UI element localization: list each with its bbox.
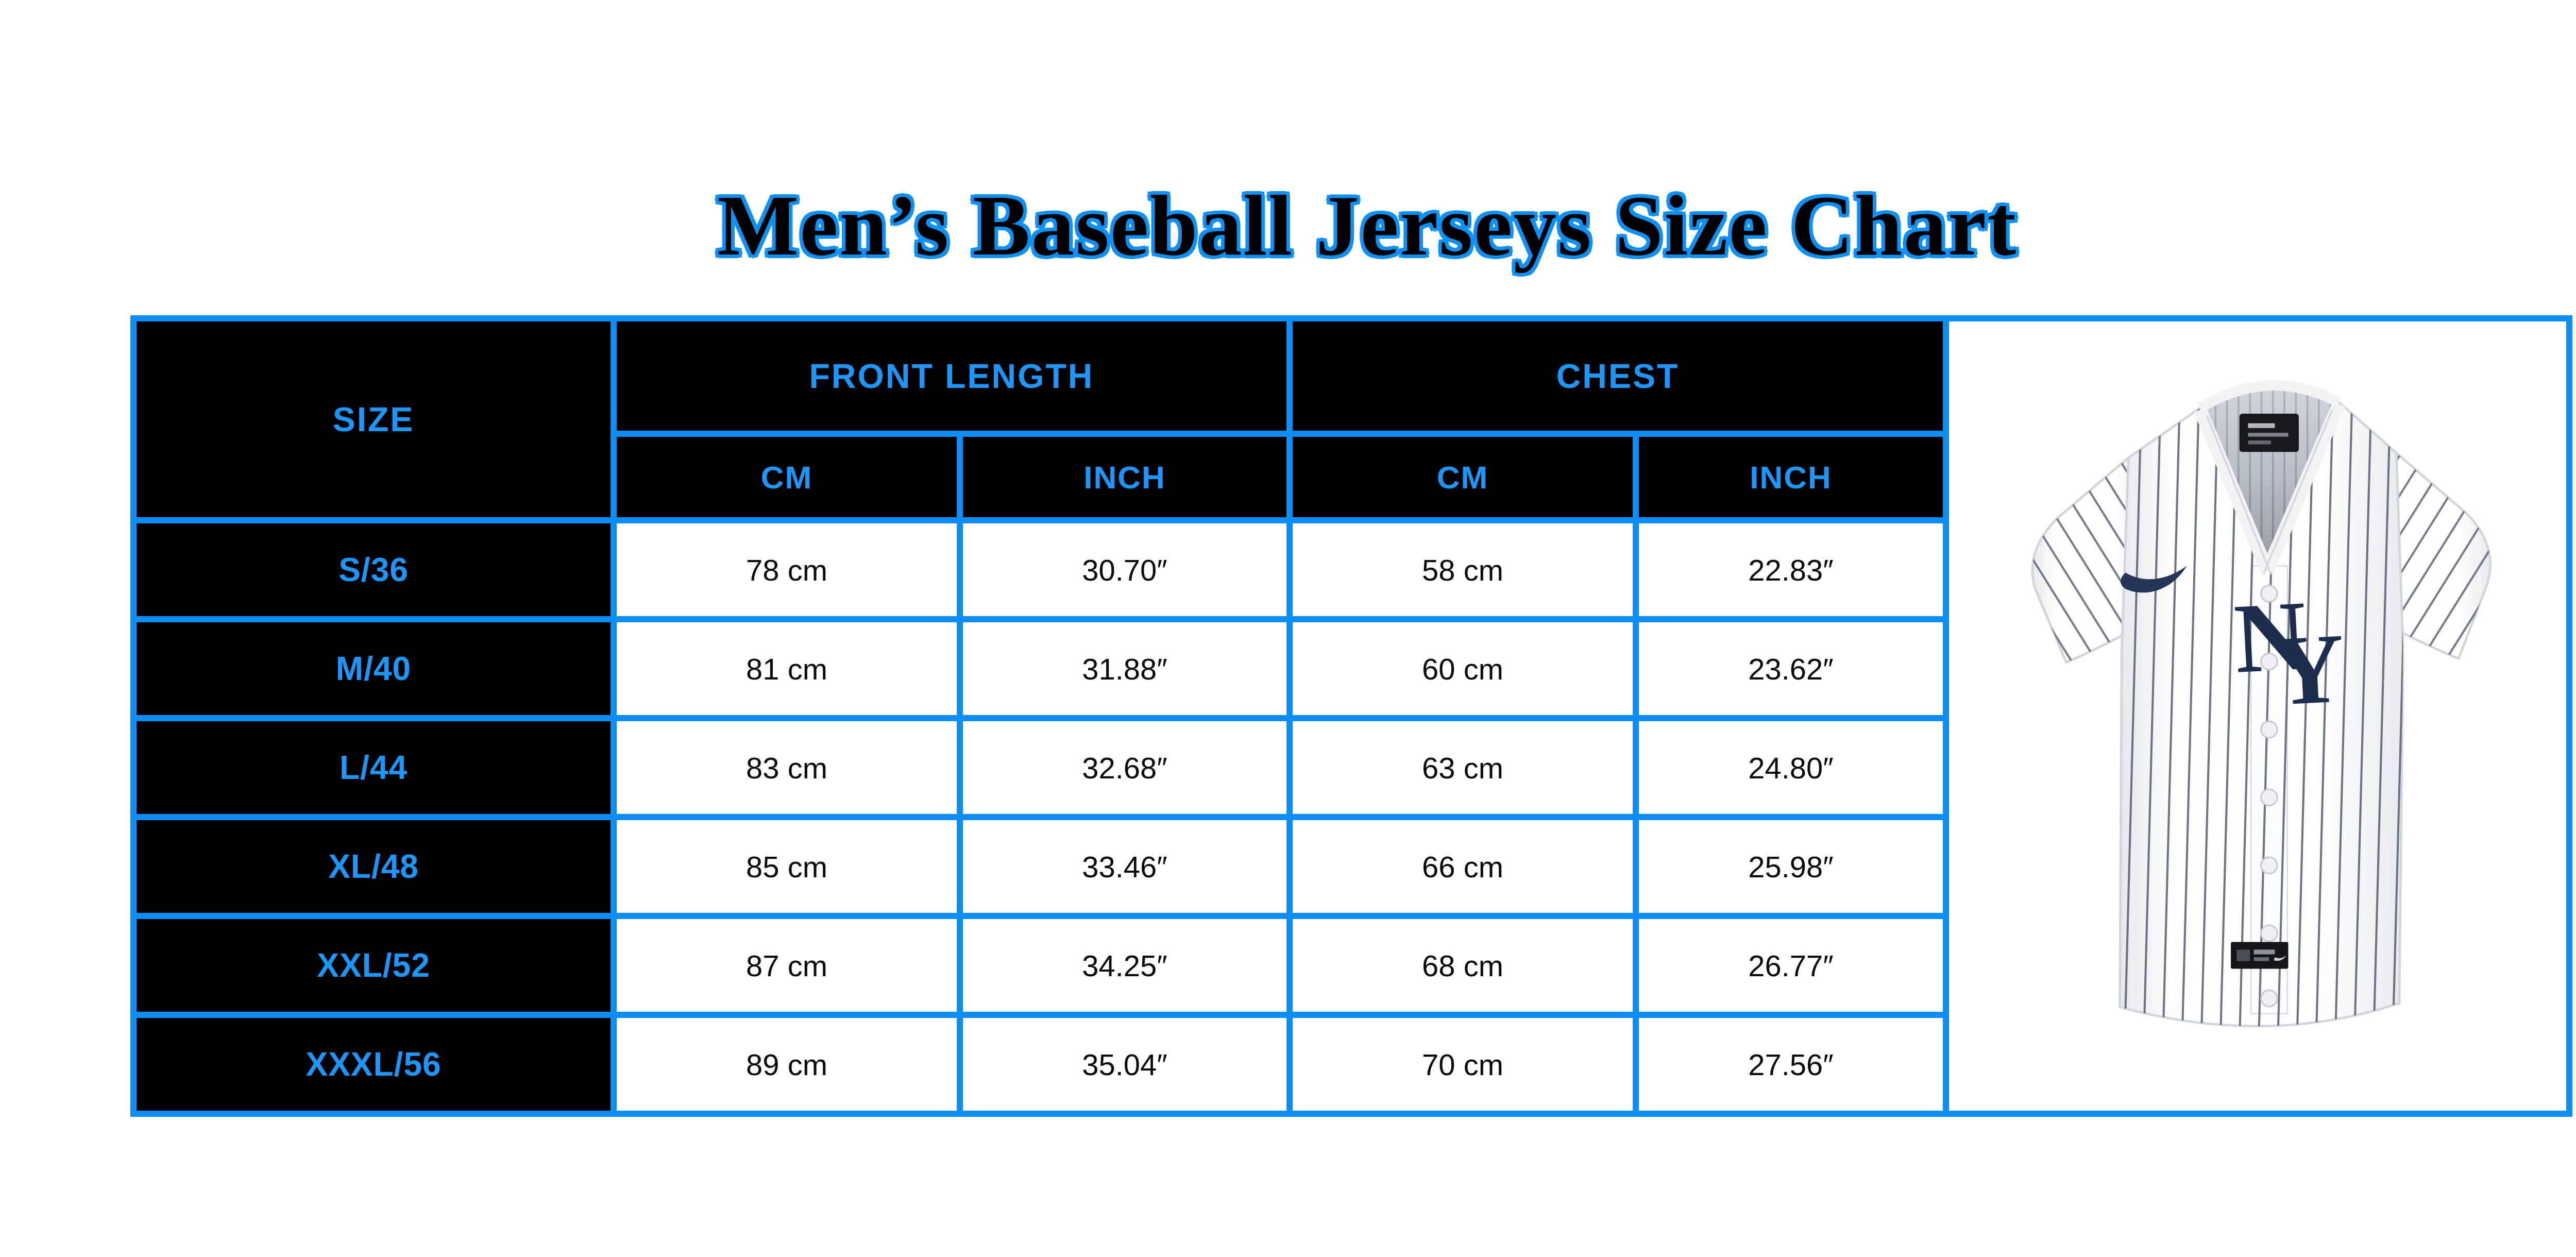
header-front-inch: INCH — [963, 437, 1286, 517]
chest-cm-value: 70 cm — [1293, 1018, 1633, 1111]
page-title: Men’s Baseball Jerseys Size Chart — [0, 176, 2576, 275]
size-label: XXXL/56 — [137, 1018, 611, 1111]
front-cm-value: 83 cm — [617, 721, 957, 814]
front-inch-value: 30.70″ — [963, 523, 1286, 616]
hem-tag — [2231, 942, 2288, 969]
size-label: S/36 — [137, 523, 611, 616]
header-front-cm: CM — [617, 437, 957, 517]
chest-inch-value: 25.98″ — [1639, 820, 1943, 913]
size-label: XL/48 — [137, 820, 611, 913]
front-inch-value: 32.68″ — [963, 721, 1286, 814]
front-inch-value: 34.25″ — [963, 919, 1286, 1012]
front-cm-value: 78 cm — [617, 523, 957, 616]
front-inch-value: 31.88″ — [963, 622, 1286, 715]
svg-text:Y: Y — [2270, 613, 2348, 726]
front-inch-value: 33.46″ — [963, 820, 1286, 913]
chest-inch-value: 26.77″ — [1639, 919, 1943, 1012]
jersey-panel: N Y — [1949, 321, 2566, 1111]
chest-inch-value: 24.80″ — [1639, 721, 1943, 814]
size-chart-table: SIZE FRONT LENGTH CHEST CM INCH CM INCH … — [130, 315, 2572, 1117]
front-cm-value: 81 cm — [617, 622, 957, 715]
chest-cm-value: 58 cm — [1293, 523, 1633, 616]
chest-cm-value: 68 cm — [1293, 919, 1633, 1012]
header-chest-inch: INCH — [1639, 437, 1943, 517]
chest-inch-value: 27.56″ — [1639, 1018, 1943, 1111]
size-label: M/40 — [137, 622, 611, 715]
chest-inch-value: 23.62″ — [1639, 622, 1943, 715]
header-front-length: FRONT LENGTH — [617, 321, 1286, 431]
size-label: XXL/52 — [137, 919, 611, 1012]
chest-cm-value: 66 cm — [1293, 820, 1633, 913]
header-chest-cm: CM — [1293, 437, 1633, 517]
chest-cm-value: 63 cm — [1293, 721, 1633, 814]
header-size: SIZE — [137, 321, 611, 517]
front-cm-value: 87 cm — [617, 919, 957, 1012]
size-label: L/44 — [137, 721, 611, 814]
yankees-jersey-image: N Y — [1961, 333, 2554, 1099]
front-inch-value: 35.04″ — [963, 1018, 1286, 1111]
front-cm-value: 89 cm — [617, 1018, 957, 1111]
front-cm-value: 85 cm — [617, 820, 957, 913]
chest-inch-value: 22.83″ — [1639, 523, 1943, 616]
header-chest: CHEST — [1293, 321, 1943, 431]
chest-cm-value: 60 cm — [1293, 622, 1633, 715]
